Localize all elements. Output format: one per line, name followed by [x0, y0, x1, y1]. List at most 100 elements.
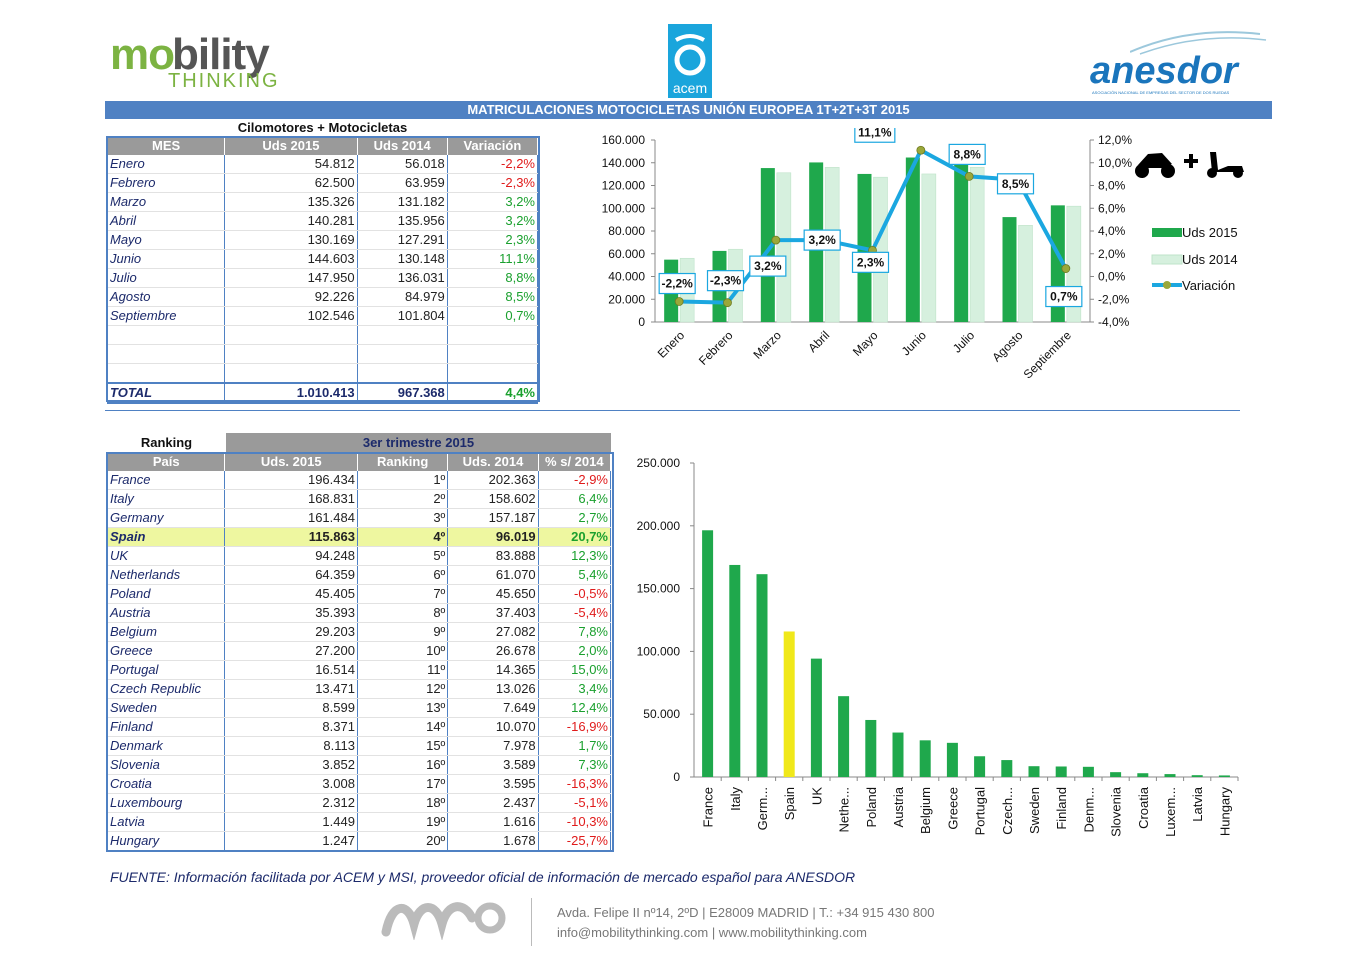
x-tick-label: Marzo: [750, 328, 784, 362]
bar: [838, 696, 850, 777]
uds2015-cell: 1.449: [224, 812, 358, 832]
y2-tick-label: 2,0%: [1098, 247, 1126, 261]
bar-highlighted: [783, 631, 795, 777]
uds2014-cell: 3.595: [447, 774, 539, 794]
country-cell: Portugal: [106, 660, 226, 680]
logo-thinking: THINKING: [168, 70, 280, 92]
country-cell: Latvia: [106, 812, 226, 832]
ranking-cell: 15º: [356, 736, 449, 756]
y2-tick-label: 12,0%: [1098, 133, 1132, 147]
table-row: Enero 54.812 56.018 -2,2%: [106, 155, 539, 174]
y-tick-label: 150.000: [637, 582, 681, 596]
uds2014-cell: 37.403: [447, 603, 539, 623]
col-header-uds2014: Uds. 2014: [447, 453, 539, 471]
uds2014-cell: 45.650: [447, 584, 539, 604]
uds2014-cell: 101.804: [356, 306, 448, 326]
month-cell: Marzo: [106, 192, 226, 212]
legend-swatch-uds2015: [1152, 228, 1182, 237]
ranking-cell: 19º: [356, 812, 449, 832]
pct-cell: -2,9%: [537, 471, 612, 490]
table-row: Portugal 16.514 11º 14.365 15,0%: [106, 660, 612, 680]
ranking-caption: Ranking: [140, 435, 193, 450]
y2-tick-label: -4,0%: [1098, 315, 1130, 329]
uds2015-cell: 135.326: [224, 192, 358, 212]
pct-cell: 5,4%: [537, 565, 612, 585]
ranking-cell: 3º: [356, 508, 449, 528]
variation-data-label: 0,7%: [1050, 290, 1078, 304]
col-header-uds2015: Uds. 2015: [224, 453, 358, 471]
ranking-cell: 8º: [356, 603, 449, 623]
pct-cell: 7,8%: [537, 622, 612, 642]
country-cell: Netherlands: [106, 565, 226, 585]
country-cell: Croatia: [106, 774, 226, 794]
acem-emblem-icon: [674, 34, 706, 76]
y-tick-label: 120.000: [602, 179, 646, 193]
variation-point: [771, 235, 781, 245]
bar: [1191, 775, 1203, 777]
pct-cell: 15,0%: [537, 660, 612, 680]
variation-cell: 11,1%: [446, 249, 539, 269]
bar-uds2014: [921, 173, 937, 323]
col-header-uds2014: Uds 2014: [356, 137, 448, 155]
uds2014-cell: 1.616: [447, 812, 539, 832]
table-row: France 196.434 1º 202.363 -2,9%: [106, 471, 612, 490]
table-row: UK 94.248 5º 83.888 12,3%: [106, 546, 612, 566]
pct-cell: -5,4%: [537, 603, 612, 623]
table-row: Poland 45.405 7º 45.650 -0,5%: [106, 584, 612, 604]
ranking-cell: 7º: [356, 584, 449, 604]
footer-address: Avda. Felipe II nº14, 2ºD | E28009 MADRI…: [557, 905, 935, 920]
x-tick-label: Denm...: [1081, 787, 1096, 833]
y-tick-label: 40.000: [608, 270, 645, 284]
uds2015-cell: 1.247: [224, 831, 358, 851]
uds2014-cell: 158.602: [447, 489, 539, 509]
uds2015-cell: 94.248: [224, 546, 358, 566]
table-row: Hungary 1.247 20º 1.678 -25,7%: [106, 831, 612, 851]
pct-cell: 2,7%: [537, 508, 612, 528]
x-tick-label: Poland: [864, 787, 879, 827]
table-row: Austria 35.393 8º 37.403 -5,4%: [106, 603, 612, 623]
col-header-pct: % s/ 2014: [537, 453, 612, 471]
variation-data-label: 3,2%: [808, 233, 836, 247]
monthly-combo-chart: 0 20.000 40.000 60.000 80.000 100.000 120.000 1…: [602, 128, 1238, 382]
country-cell: Spain: [106, 527, 226, 547]
bar-uds2015: [954, 153, 969, 322]
footer-contact: info@mobilitythinking.com | www.mobility…: [557, 925, 867, 940]
ranking-cell: 10º: [356, 641, 449, 661]
table-row: Netherlands 64.359 6º 61.070 5,4%: [106, 565, 612, 585]
acem-logo: acem: [668, 24, 712, 98]
uds2014-cell: 10.070: [447, 717, 539, 737]
total-variation: 4,4%: [446, 382, 539, 404]
bar: [946, 742, 958, 777]
x-tick-label: Spain: [782, 787, 797, 820]
footer-divider: [531, 898, 532, 946]
x-tick-label: Austria: [891, 786, 906, 827]
variation-point: [1061, 264, 1071, 273]
pct-cell: 12,3%: [537, 546, 612, 566]
x-tick-label: Croatia: [1136, 786, 1151, 829]
y2-tick-label: 8,0%: [1098, 179, 1126, 193]
pct-cell: 20,7%: [537, 527, 612, 547]
country-cell: Germany: [106, 508, 226, 528]
table-row: Marzo 135.326 131.182 3,2%: [106, 192, 539, 212]
variation-data-label: -2,3%: [710, 274, 742, 288]
table-row: Julio 147.950 136.031 8,8%: [106, 268, 539, 288]
table-row: Junio 144.603 130.148 11,1%: [106, 249, 539, 269]
table-row: Abril 140.281 135.956 3,2%: [106, 211, 539, 231]
ranking-cell: 12º: [356, 679, 449, 699]
empty-row: [106, 344, 539, 364]
monthly-table-header: MES Uds 2015 Uds 2014 Variación: [106, 137, 539, 155]
section-divider: [105, 410, 1240, 411]
anesdor-logo-text: anesdor: [1090, 50, 1238, 92]
uds2014-cell: 2.437: [447, 793, 539, 813]
country-cell: Czech Republic: [106, 679, 226, 699]
y-tick-label: 100.000: [637, 644, 681, 658]
country-cell: UK: [106, 546, 226, 566]
monthly-table-body: Enero 54.812 56.018 -2,2% Febrero 62.500 63.95…: [106, 155, 539, 404]
ranking-cell: 6º: [356, 565, 449, 585]
y2-tick-label: 10,0%: [1098, 156, 1132, 170]
empty-row: [106, 325, 539, 345]
x-tick-label: Portugal: [973, 787, 988, 836]
total-uds2015: 1.010.413: [224, 382, 358, 404]
empty-cell: [356, 363, 448, 384]
uds2015-cell: 161.484: [224, 508, 358, 528]
